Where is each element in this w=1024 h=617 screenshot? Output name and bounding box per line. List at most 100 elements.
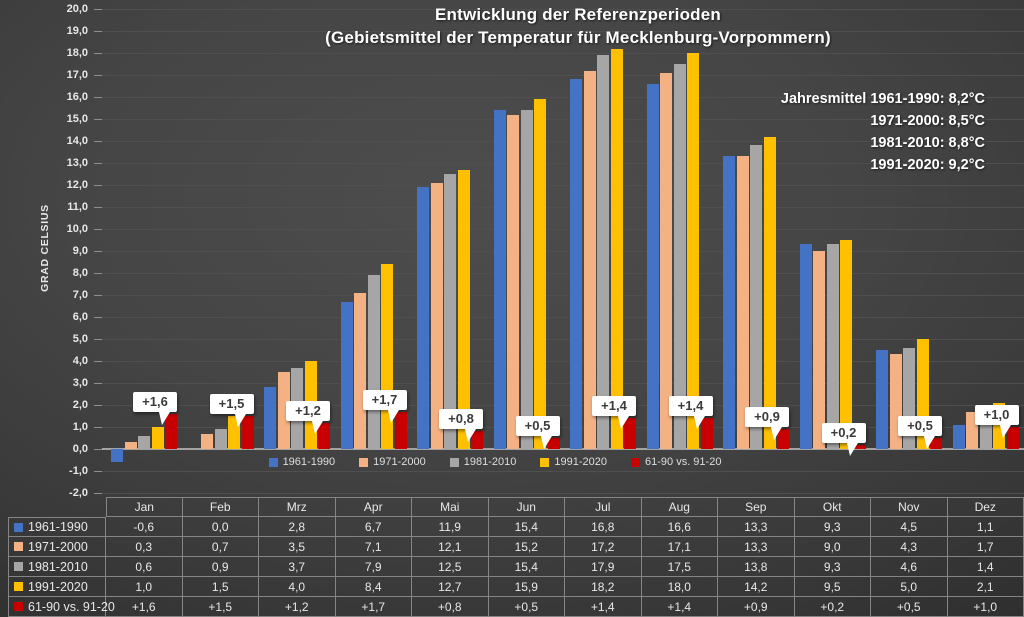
series-key-swatch [14,582,23,591]
chart-bar [547,438,560,449]
y-axis-tick [94,339,102,340]
y-tick-label: -1,0 [69,465,88,477]
table-header-cell: Dez [947,497,1024,517]
table-header-cell: Feb [182,497,259,517]
table-row-label-text: 1991-2020 [28,579,88,594]
table-cell: +1,4 [565,597,642,617]
difference-data-label: +1,2 [286,400,330,434]
table-cell: 9,3 [794,557,871,577]
chart-bar [457,169,470,449]
gridline [102,185,1024,186]
y-axis-tick [94,119,102,120]
chart-bar [853,444,866,449]
y-axis-tick [94,405,102,406]
y-tick-label: 14,0 [66,135,88,147]
series-key-swatch [14,602,23,611]
gridline [102,317,1024,318]
y-tick-label: 11,0 [67,201,88,213]
chart-title-line1: Entwicklung der Referenzperioden [434,5,721,24]
gridline [102,163,1024,164]
table-cell: 1,0 [106,577,183,597]
gridline [102,251,1024,252]
table-row-label: 1991-2020 [8,577,106,597]
y-tick-label: 6,0 [72,311,88,323]
y-tick-label: 9,0 [72,245,88,257]
chart-bar [417,187,429,449]
y-axis-tick [94,229,102,230]
table-cell: 6,7 [335,517,412,537]
table-cell: 13,3 [718,537,795,557]
gridline [102,53,1024,54]
gridline [102,295,1024,296]
difference-data-label: +0,5 [515,416,560,449]
table-cell: 7,1 [335,537,412,557]
table-cell: 16,6 [641,517,718,537]
y-tick-label: 10,0 [66,223,88,235]
table-header-cell: Mai [412,497,489,517]
table-cell: 0,7 [182,537,259,557]
chart-bar [687,53,699,449]
legend-swatch [631,457,640,467]
table-cell: +0,2 [794,597,871,617]
chart-bar [952,424,965,449]
difference-data-label: +1,5 [209,394,254,427]
series-key-swatch [14,522,23,532]
gridline [102,273,1024,274]
table-cell: 2,1 [947,577,1024,597]
table-cell: 15,4 [488,557,565,577]
y-tick-label: 8,0 [72,267,88,279]
difference-data-label: +0,9 [745,407,789,441]
annotation-line: Jahresmittel 1961-1990: 8,2°C [780,91,985,107]
y-tick-label: 5,0 [72,333,88,345]
gridline [102,9,1024,10]
chart-bar [444,174,456,449]
legend-label: 1971-2000 [373,456,426,468]
table-cell: 13,8 [718,557,795,577]
y-axis-tick [94,75,102,76]
chart-title: Entwicklung der Referenzperioden (Gebiet… [132,3,1024,49]
legend-label: 1961-1990 [282,456,336,468]
gridline [102,339,1024,340]
table-header-cell: Jul [565,497,642,517]
table-cell: 9,0 [794,537,871,557]
y-tick-label: 13,0 [66,157,88,169]
table-cell: +1,7 [335,597,412,617]
y-axis-title: GRAD CELSIUS [39,204,51,292]
gridline [102,361,1024,362]
chart-bar [840,240,852,449]
chart-bar [570,79,582,449]
table-header-cell: Nov [871,497,948,517]
chart-bar [597,55,609,449]
table-cell: 9,3 [794,517,871,537]
table-cell: 3,7 [259,557,336,577]
table-cell: -0,6 [106,517,183,537]
chart-bar [799,244,812,449]
y-axis-tick [94,9,102,10]
table-cell: +0,5 [871,597,948,617]
gridline [102,119,1024,120]
table-cell: 17,1 [641,537,718,557]
y-tick-label: 17,0 [66,69,88,81]
table-cell: 18,0 [641,577,718,597]
chart-bar [111,449,123,463]
chart-bar [813,251,825,449]
table-cell: 2,8 [259,517,336,537]
annual-means-annotation: Jahresmittel 1961-1990: 8,2°C 1971-2000:… [781,88,985,176]
table-cell: +1,2 [259,597,336,617]
chart-bar [610,48,623,449]
y-axis-tick [94,383,102,384]
legend-swatch [540,457,550,467]
chart-bar [534,99,546,449]
chart-bar [264,387,276,449]
legend-item: 1971-2000 [359,456,426,468]
chart-bar [763,136,776,449]
table-row-label: 1981-2010 [8,557,106,577]
chart-bar [736,156,749,449]
table-cell: 0,3 [106,537,183,557]
gridline [102,97,1024,98]
table-cell: +1,5 [182,597,259,617]
y-axis-tick [94,471,102,472]
table-row-label-text: 1981-2010 [28,559,88,574]
